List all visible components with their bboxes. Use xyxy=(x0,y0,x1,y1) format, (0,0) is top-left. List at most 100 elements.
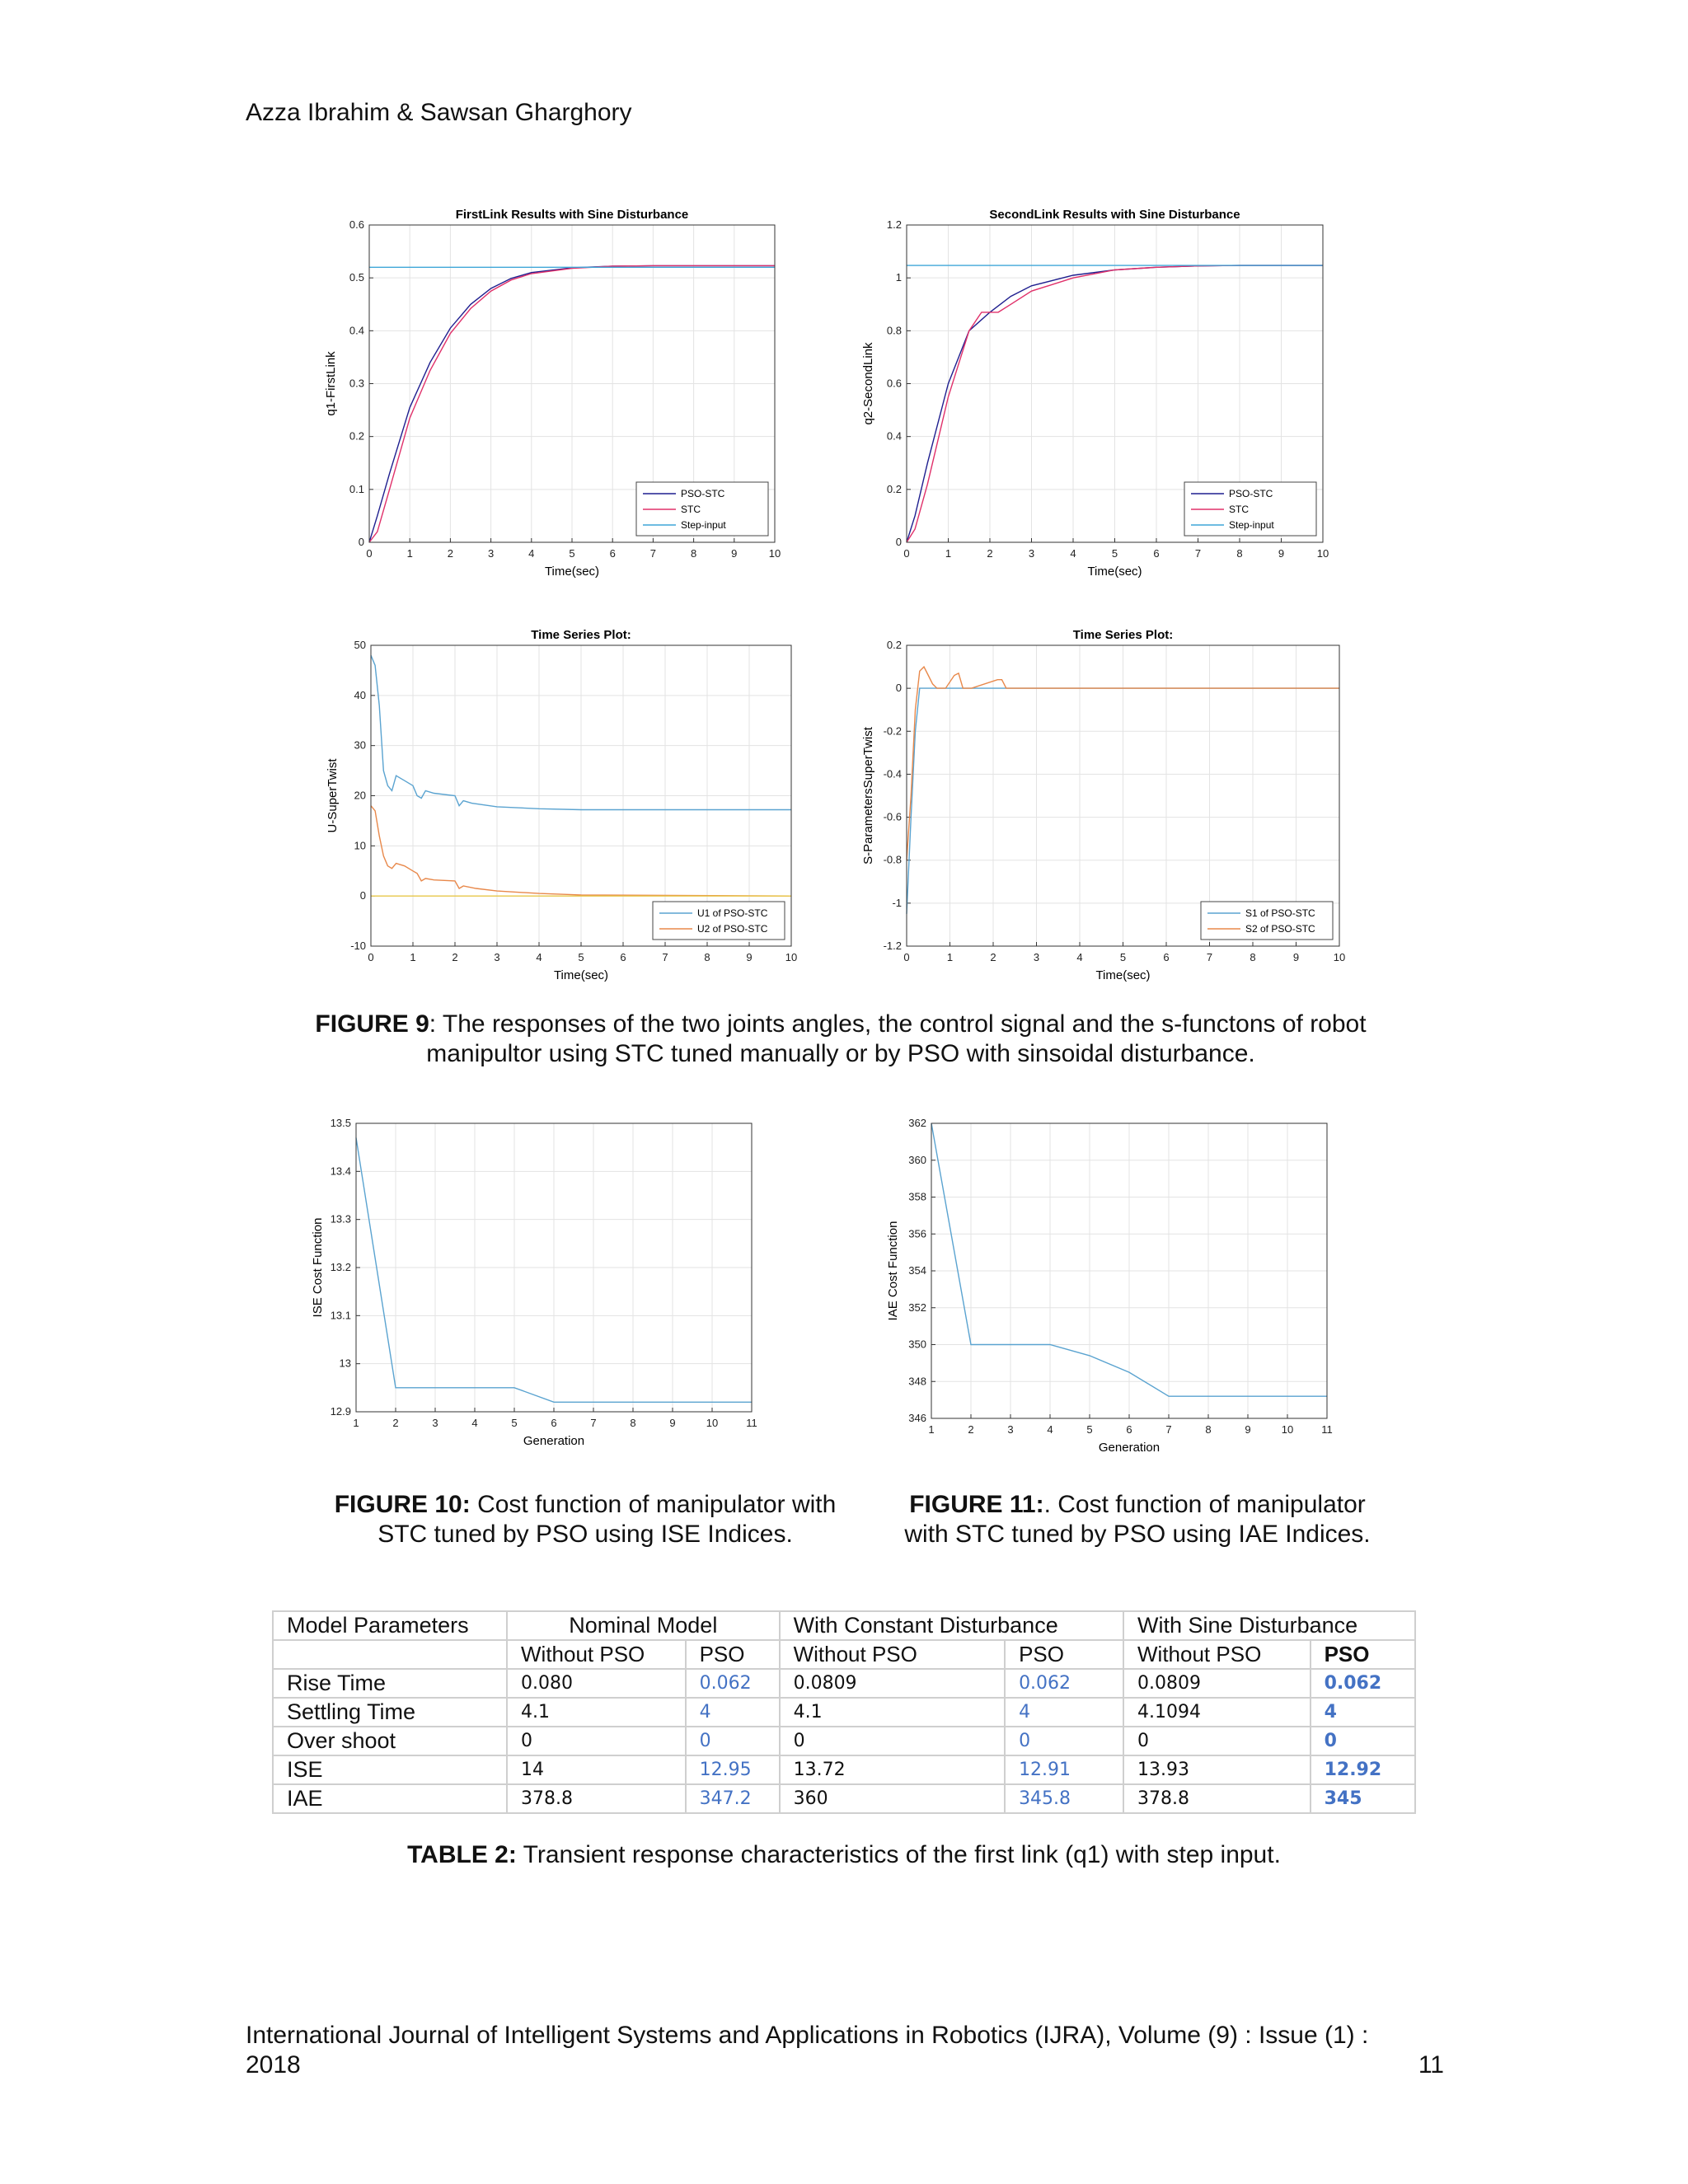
x-tick-label: 1 xyxy=(928,1423,934,1436)
x-tick-label: 11 xyxy=(746,1417,757,1429)
table2-label: TABLE 2: xyxy=(407,1841,517,1868)
x-tick-label: 9 xyxy=(1245,1423,1250,1436)
x-tick-label: 10 xyxy=(1317,547,1329,560)
x-tick-label: 0 xyxy=(368,951,373,963)
legend-label: S2 of PSO-STC xyxy=(1245,923,1315,935)
second-link-plot: 0 1 2 3 4 5 6 7 8 9 10 0 0.2 0.4 0.6 0.8 1 1.2 SecondLink … xyxy=(861,202,1360,606)
x-tick-label: 0 xyxy=(903,951,909,963)
table-cell: 0 xyxy=(778,1726,1006,1756)
table-cell: 347.2 xyxy=(684,1783,781,1814)
figure9-text2: manipultor using STC tuned manually or b… xyxy=(426,1040,1255,1067)
plot-frame xyxy=(355,1122,753,1413)
legend-label: Step-input xyxy=(1229,519,1274,531)
y-tick-label: 0 xyxy=(896,682,902,694)
page-footer: International Journal of Intelligent Sys… xyxy=(246,2021,1444,2080)
table-subheader-row: Without PSO PSO Without PSO PSO Without … xyxy=(272,1639,1417,1670)
header-constant-disturbance: With Constant Disturbance xyxy=(778,1610,1125,1641)
y-tick-label: 13.3 xyxy=(331,1213,351,1226)
subheader-cell: Without PSO xyxy=(778,1639,1006,1670)
subheader-cell: PSO xyxy=(684,1639,781,1670)
y-tick-label: 13.5 xyxy=(331,1117,351,1129)
legend-box xyxy=(652,901,785,940)
table-cell: 378.8 xyxy=(506,1783,687,1814)
table-cell: 4 xyxy=(1309,1697,1417,1727)
legend-label: S1 of PSO-STC xyxy=(1245,907,1315,919)
chart-title: SecondLink Results with Sine Disturbance xyxy=(989,208,1240,222)
table-cell: 14 xyxy=(506,1755,687,1785)
y-axis-label: U-SuperTwist xyxy=(326,758,340,833)
s-parameters-plot: 0 1 2 3 4 5 6 7 8 9 10 -1.2 -1 -0.8 -0.6 -0.4 -0.2 0 0.2 Ti… xyxy=(861,622,1376,1010)
x-axis-label: Generation xyxy=(1099,1441,1160,1455)
x-tick-label: 2 xyxy=(448,547,453,560)
x-tick-label: 5 xyxy=(569,547,574,560)
table-cell: 0.062 xyxy=(1309,1668,1417,1699)
y-tick-label: 13.2 xyxy=(331,1261,351,1273)
table-cell: 378.8 xyxy=(1123,1783,1311,1814)
x-tick-label: 4 xyxy=(536,951,542,963)
x-tick-label: 9 xyxy=(1278,547,1284,560)
table-cell: 12.92 xyxy=(1309,1755,1417,1785)
plot-frame xyxy=(368,224,776,543)
series-line xyxy=(355,1137,752,1403)
row-label: Settling Time xyxy=(272,1697,508,1727)
table-cell: 0.062 xyxy=(684,1668,781,1699)
table-cell: 4 xyxy=(1004,1697,1125,1727)
plot-frame xyxy=(906,224,1324,543)
x-tick-label: 10 xyxy=(785,951,797,963)
x-tick-label: 1 xyxy=(947,951,953,963)
x-tick-label: 8 xyxy=(1236,547,1242,560)
y-tick-label: 0.3 xyxy=(349,377,364,390)
table-cell: 4 xyxy=(684,1697,781,1727)
x-tick-label: 7 xyxy=(1165,1423,1171,1436)
series-line xyxy=(906,665,1339,860)
table-cell: 0 xyxy=(1004,1726,1125,1756)
header-nominal-model: Nominal Model xyxy=(506,1610,781,1641)
x-tick-label: 8 xyxy=(1250,951,1255,963)
y-axis-label: q1-FirstLink xyxy=(324,351,338,416)
x-tick-label: 5 xyxy=(578,951,584,963)
x-tick-label: 2 xyxy=(452,951,457,963)
x-axis-label: Time(sec) xyxy=(545,565,599,579)
y-axis-label: S-ParametersSuperTwist xyxy=(861,726,875,865)
header-model-parameters: Model Parameters xyxy=(272,1610,508,1641)
y-tick-label: 30 xyxy=(354,739,366,752)
plot-frame xyxy=(370,644,792,947)
x-axis-label: Time(sec) xyxy=(1087,565,1142,579)
table-row: Settling Time 4.1 4 4.1 4 4.1094 4 xyxy=(272,1697,1417,1727)
figure10-text2: STC tuned by PSO using ISE Indices. xyxy=(377,1521,793,1548)
series-line xyxy=(906,687,1339,914)
legend-label: U1 of PSO-STC xyxy=(697,907,768,919)
table-row: Over shoot 0 0 0 0 0 0 xyxy=(272,1726,1417,1756)
y-tick-label: 0 xyxy=(360,889,366,902)
x-tick-label: 3 xyxy=(1029,547,1034,560)
y-tick-label: 0.2 xyxy=(349,430,364,443)
table-header-row: Model Parameters Nominal Model With Cons… xyxy=(272,1610,1416,1641)
y-tick-label: 1 xyxy=(896,271,902,284)
x-tick-label: 2 xyxy=(987,547,992,560)
y-tick-label: -1 xyxy=(892,897,902,909)
table-cell: 0.062 xyxy=(1004,1668,1125,1699)
x-tick-label: 10 xyxy=(1334,951,1345,963)
y-tick-label: 0 xyxy=(359,536,364,548)
x-tick-label: 8 xyxy=(1205,1423,1211,1436)
table-cell: 0 xyxy=(1309,1726,1417,1756)
table-cell: 13.72 xyxy=(778,1755,1006,1785)
x-tick-label: 2 xyxy=(968,1423,973,1436)
x-tick-label: 9 xyxy=(669,1417,675,1429)
legend-label: STC xyxy=(1229,504,1249,515)
y-tick-label: -0.2 xyxy=(884,724,902,737)
y-tick-label: 40 xyxy=(354,689,366,701)
x-tick-label: 6 xyxy=(1153,547,1159,560)
y-tick-label: -1.2 xyxy=(884,940,902,952)
figure11-text: . Cost function of manipulator xyxy=(1043,1491,1366,1518)
table-cell: 13.93 xyxy=(1123,1755,1311,1785)
table-cell: 0.0809 xyxy=(1123,1668,1311,1699)
x-tick-label: 1 xyxy=(407,547,413,560)
x-tick-label: 0 xyxy=(366,547,372,560)
x-tick-label: 3 xyxy=(494,951,499,963)
x-tick-label: 5 xyxy=(1086,1423,1092,1436)
figure10-text: Cost function of manipulator with xyxy=(470,1491,837,1518)
x-tick-label: 2 xyxy=(392,1417,398,1429)
table-cell: 345 xyxy=(1309,1783,1417,1814)
y-tick-label: 0.6 xyxy=(887,377,902,390)
